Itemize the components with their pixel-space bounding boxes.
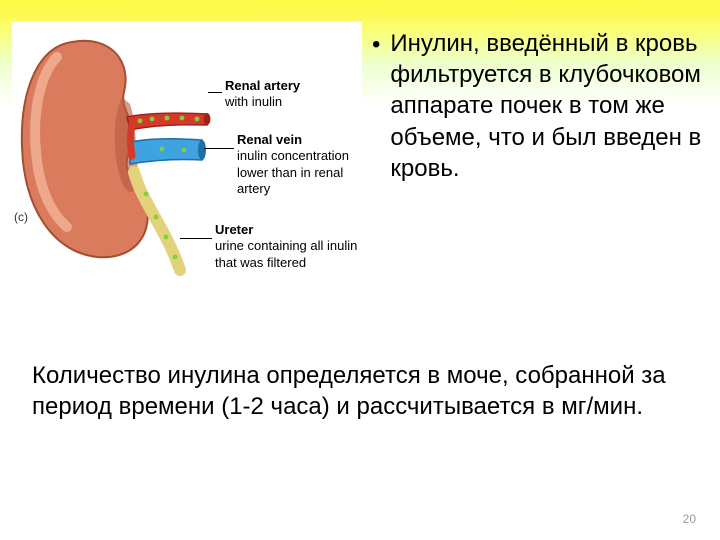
label-ureter-title: Ureter: [215, 222, 253, 237]
label-renal-vein-sub: inulin concentration lower than in renal…: [237, 148, 349, 196]
bullet-paragraph: • Инулин, введённый в кровь фильтруется …: [372, 28, 702, 184]
label-renal-artery-title: Renal artery: [225, 78, 300, 93]
label-ureter-sub: urine containing all inulin that was fil…: [215, 238, 357, 269]
page-number: 20: [683, 512, 696, 526]
label-renal-artery-sub: with inulin: [225, 94, 282, 109]
bullet-marker: •: [372, 31, 380, 184]
leader-vein: [204, 148, 234, 149]
panel-label-c: (c): [14, 210, 28, 224]
bottom-paragraph: Количество инулина определяется в моче, …: [32, 360, 688, 422]
label-renal-vein: Renal vein inulin concentration lower th…: [237, 132, 362, 197]
leader-ureter: [180, 238, 212, 239]
kidney-figure: Renal artery with inulin Renal vein inul…: [12, 22, 362, 282]
label-renal-vein-title: Renal vein: [237, 132, 302, 147]
label-renal-artery: Renal artery with inulin: [225, 78, 300, 111]
kidney-illustration: [12, 22, 212, 282]
leader-artery: [208, 92, 222, 93]
bullet-text: Инулин, введённый в кровь фильтруется в …: [390, 28, 702, 184]
label-ureter: Ureter urine containing all inulin that …: [215, 222, 360, 271]
